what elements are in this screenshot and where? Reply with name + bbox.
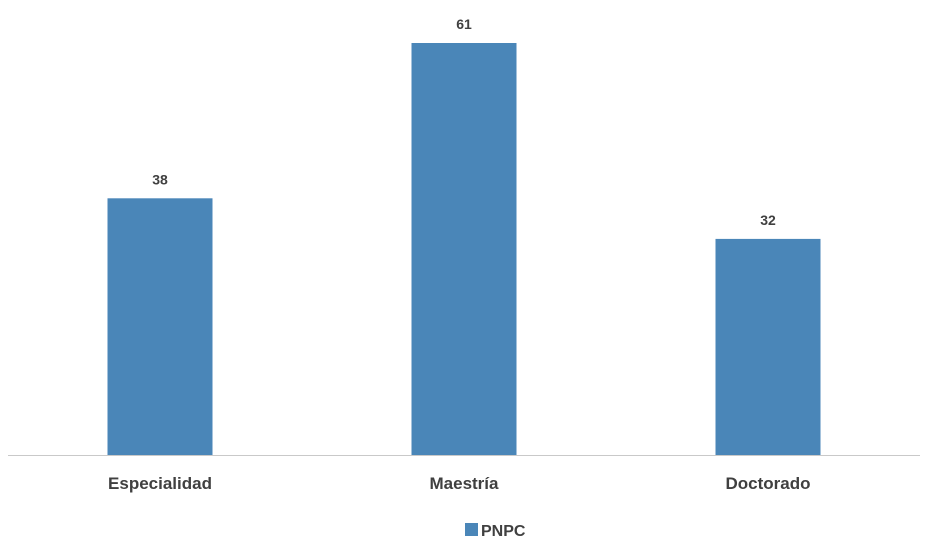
x-tick-label-especialidad: Especialidad <box>108 474 212 493</box>
bar-especialidad <box>107 198 213 456</box>
legend-label-pnpc: PNPC <box>481 523 526 537</box>
legend-swatch-pnpc <box>465 523 478 536</box>
bar-doctorado <box>715 238 821 455</box>
data-label-doctorado: 32 <box>760 212 776 228</box>
data-label-maestria: 61 <box>456 16 472 32</box>
x-tick-label-doctorado: Doctorado <box>726 474 811 493</box>
category-labels-group: Especialidad Maestría Doctorado <box>108 474 810 493</box>
data-labels-group: 38 61 32 <box>152 16 776 228</box>
legend: PNPC <box>465 523 526 540</box>
bar-maestria <box>411 43 517 455</box>
x-tick-label-maestria: Maestría <box>430 474 500 493</box>
bars-group <box>107 43 821 456</box>
data-label-especialidad: 38 <box>152 171 168 187</box>
